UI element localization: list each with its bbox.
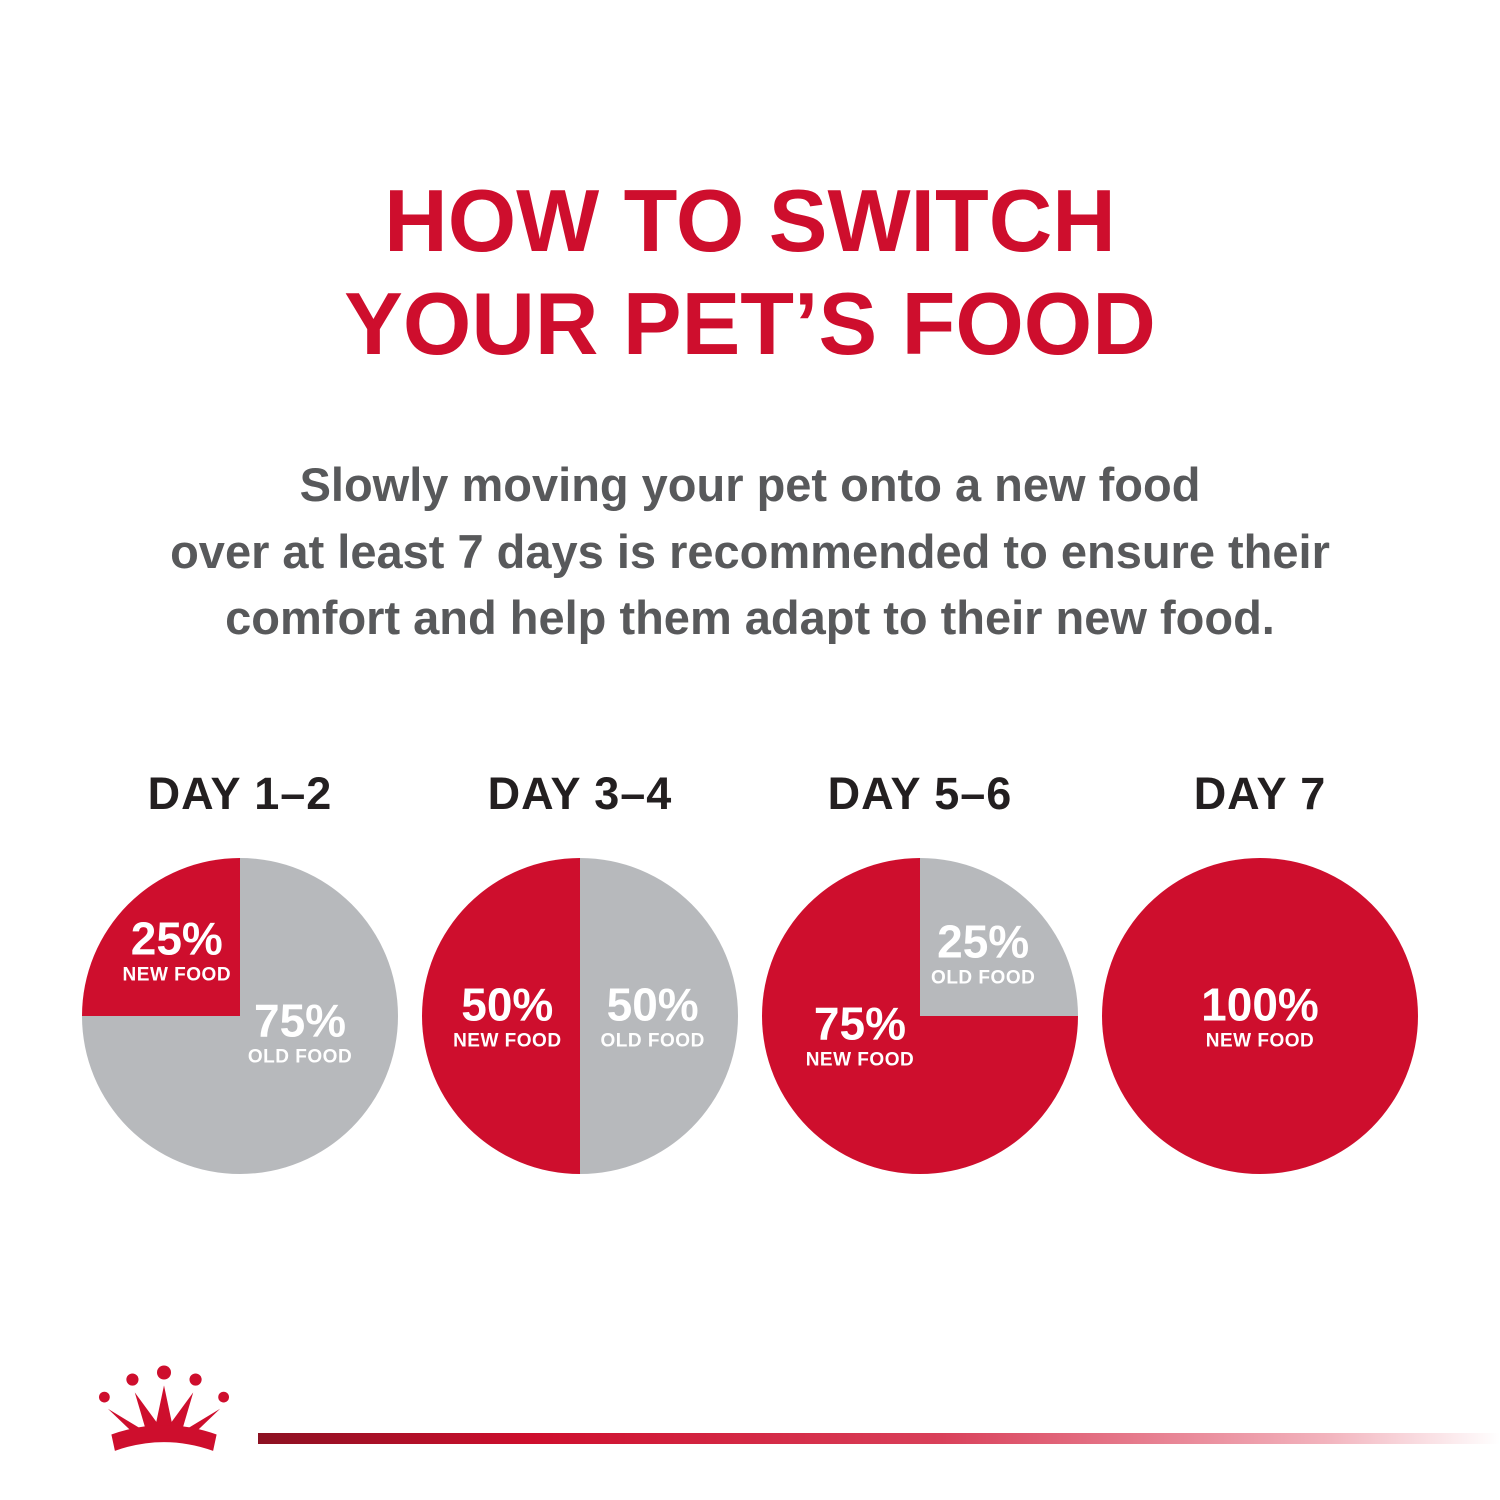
- new-food-slice-label: 75% NEW FOOD: [806, 1000, 915, 1069]
- old-food-caption: OLD FOOD: [600, 1030, 705, 1052]
- pie-column-day-1-2: DAY 1–2 25% NEW FOOD 75% OLD FOOD: [80, 768, 400, 1174]
- old-food-caption: OLD FOOD: [247, 1046, 353, 1068]
- pie-chart-day-1-2: 25% NEW FOOD 75% OLD FOOD: [82, 858, 398, 1174]
- old-food-slice-label: 50% OLD FOOD: [601, 982, 705, 1051]
- day-label-1-2: DAY 1–2: [147, 768, 333, 819]
- subtitle-line-3: comfort and help them adapt to their new…: [225, 591, 1275, 645]
- old-food-slice-label: 25% OLD FOOD: [931, 918, 1035, 987]
- new-food-percent: 25%: [130, 912, 223, 965]
- new-food-percent: 50%: [461, 978, 554, 1031]
- new-food-caption: NEW FOOD: [453, 1030, 562, 1052]
- page-title: HOW TO SWITCH YOUR PET’S FOOD: [0, 170, 1500, 376]
- pie-column-day-3-4: DAY 3–4 50% NEW FOOD 50% OLD FOOD: [420, 768, 740, 1174]
- new-food-caption: NEW FOOD: [1205, 1030, 1315, 1052]
- new-food-slice-label: 50% NEW FOOD: [453, 982, 562, 1051]
- title-line-1: HOW TO SWITCH: [384, 171, 1116, 270]
- crown-icon: [98, 1365, 230, 1451]
- old-food-percent: 50%: [606, 978, 699, 1031]
- old-food-caption: OLD FOOD: [931, 967, 1036, 989]
- subtitle-line-1: Slowly moving your pet onto a new food: [299, 458, 1201, 511]
- pie-chart-day-7: 100% NEW FOOD: [1102, 858, 1418, 1174]
- subtitle-line-2: over at least 7 days is recommended to e…: [170, 524, 1330, 578]
- day-label-7: DAY 7: [1193, 768, 1327, 819]
- royal-canin-crown-logo: [88, 1362, 240, 1460]
- new-food-slice-label: 100% NEW FOOD: [1201, 982, 1319, 1051]
- pie-chart-day-3-4: 50% NEW FOOD 50% OLD FOOD: [422, 858, 738, 1174]
- old-food-percent: 25%: [937, 915, 1030, 968]
- old-food-slice-label: 75% OLD FOOD: [248, 997, 352, 1066]
- new-food-slice-label: 25% NEW FOOD: [123, 915, 232, 984]
- new-food-caption: NEW FOOD: [805, 1049, 915, 1071]
- new-food-percent: 75%: [813, 997, 906, 1050]
- footer-gradient-line: [258, 1433, 1500, 1444]
- old-food-percent: 75%: [253, 994, 347, 1047]
- subtitle: Slowly moving your pet onto a new food o…: [0, 452, 1500, 652]
- new-food-caption: NEW FOOD: [122, 964, 232, 986]
- new-food-percent: 100%: [1201, 978, 1319, 1031]
- pie-column-day-7: DAY 7 100% NEW FOOD: [1100, 768, 1420, 1174]
- title-line-2: YOUR PET’S FOOD: [344, 273, 1156, 373]
- pie-column-day-5-6: DAY 5–6 25% OLD FOOD 75% NEW FOOD: [760, 768, 1080, 1174]
- day-label-5-6: DAY 5–6: [827, 768, 1013, 819]
- day-label-3-4: DAY 3–4: [487, 768, 673, 819]
- pie-chart-day-5-6: 25% OLD FOOD 75% NEW FOOD: [762, 858, 1078, 1174]
- pie-chart-row: DAY 1–2 25% NEW FOOD 75% OLD FOOD DAY 3–…: [0, 768, 1500, 1174]
